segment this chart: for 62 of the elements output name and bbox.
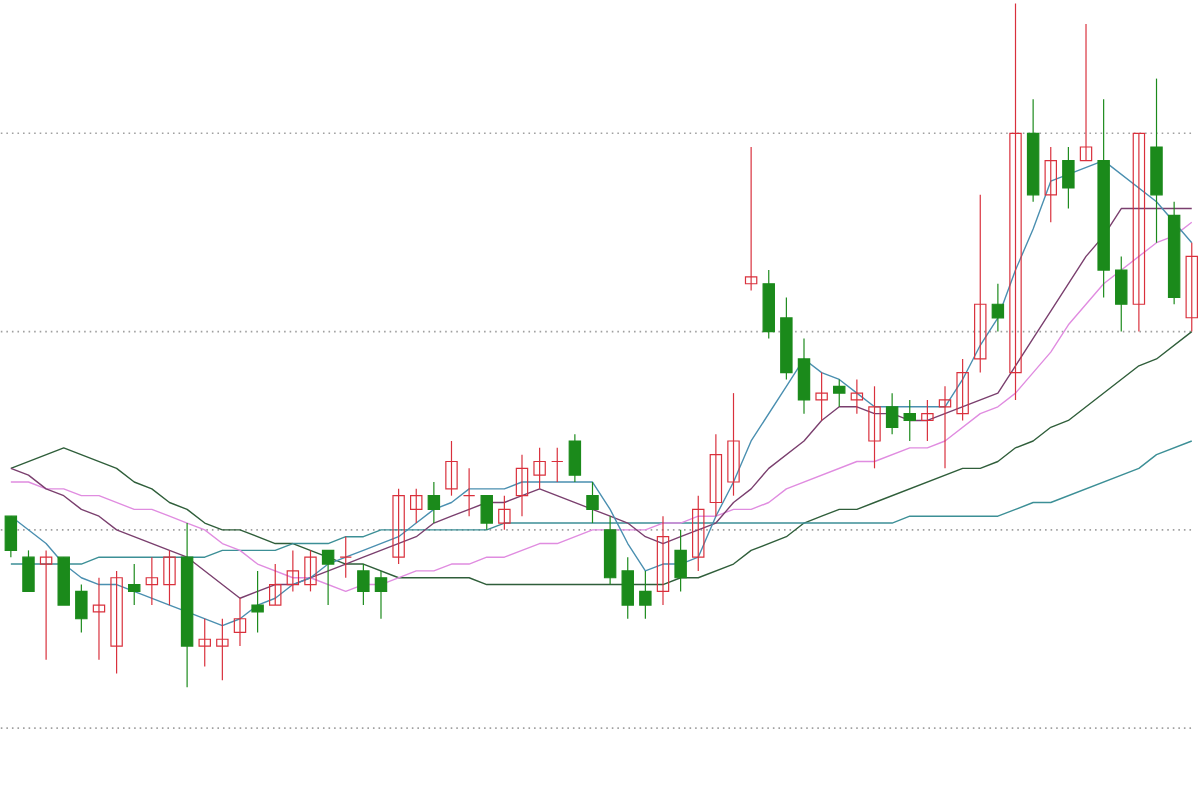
candlestick <box>427 481 441 524</box>
candlestick <box>956 358 969 421</box>
candlestick <box>586 481 599 524</box>
candlestick <box>727 392 740 497</box>
candlestick <box>533 447 546 490</box>
candlestick <box>1132 132 1146 332</box>
candlestick <box>1062 146 1075 209</box>
candlestick <box>709 433 723 517</box>
candlestick <box>938 385 952 469</box>
candlestick <box>269 563 282 606</box>
candlestick <box>216 617 229 681</box>
candlestick <box>797 337 811 415</box>
candlestick <box>1115 255 1128 332</box>
candlestick <box>515 453 529 517</box>
candlestick <box>815 371 828 421</box>
candlestick <box>480 494 493 531</box>
candlestick <box>75 583 88 633</box>
candlestick <box>145 556 159 606</box>
candlestick <box>1150 77 1163 244</box>
candlestick <box>57 556 70 606</box>
candlestick <box>22 549 35 592</box>
candlestick <box>833 378 846 408</box>
candlestick <box>233 597 247 647</box>
candlestick <box>4 515 18 558</box>
candlestick <box>674 529 687 592</box>
candlestick <box>744 146 758 291</box>
candlestick <box>127 563 141 606</box>
candlestick <box>374 570 388 620</box>
candlestick <box>903 399 916 442</box>
candlestick <box>991 282 1005 332</box>
candlestick <box>885 392 899 435</box>
candlestick <box>251 570 264 633</box>
candlestick <box>850 378 864 415</box>
candlestick <box>357 563 370 606</box>
candlestick <box>92 576 106 661</box>
candlestick <box>339 535 352 579</box>
candlestick <box>656 515 670 606</box>
candlestick <box>163 549 176 606</box>
candlestick <box>392 488 405 565</box>
candlestick <box>551 447 564 483</box>
candlestick <box>198 617 211 667</box>
candlestick <box>110 570 123 674</box>
candlestick <box>410 488 423 524</box>
candlestick <box>498 494 511 531</box>
candlestick <box>692 494 705 572</box>
candlestick <box>568 433 582 483</box>
candlestick <box>974 194 987 373</box>
candlestick <box>445 440 458 497</box>
candlestick <box>286 549 300 592</box>
candlestick <box>39 549 53 661</box>
candlestick <box>1009 2 1022 401</box>
candlestick <box>621 556 634 620</box>
candlestick <box>603 515 617 585</box>
candlestick <box>304 549 317 592</box>
candlestick <box>639 570 652 620</box>
candlestick <box>1079 23 1093 162</box>
candlestick <box>868 385 881 469</box>
candlestick <box>321 549 335 606</box>
candlestick <box>921 399 934 442</box>
candlestick <box>462 467 476 517</box>
candlestick <box>762 269 775 339</box>
candlestick <box>1044 146 1057 223</box>
